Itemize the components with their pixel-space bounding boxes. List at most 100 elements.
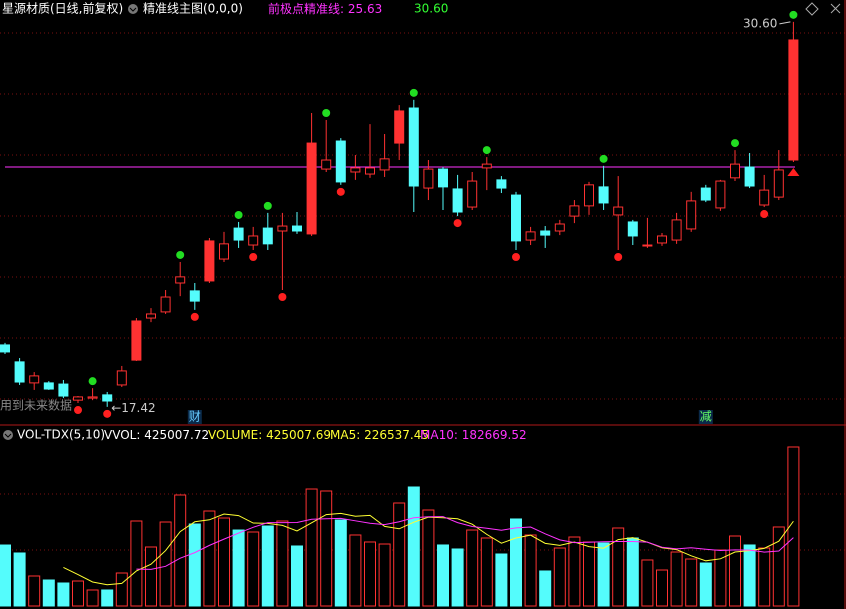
menu-icon-arrow: [4, 433, 12, 438]
volume-bar: [451, 548, 464, 607]
trough-marker: [614, 252, 623, 261]
line-legend: 前极点精准线: 25.63: [268, 1, 382, 16]
last-price: 30.60: [414, 2, 448, 16]
volume-bar: [393, 502, 406, 607]
peak-marker: [176, 250, 185, 259]
volume-legend-item: MA10: 182669.52: [420, 428, 527, 442]
volume-bar: [159, 521, 172, 607]
volume-bar: [743, 544, 756, 607]
candle-body: [627, 221, 638, 237]
candle-body: [584, 184, 594, 207]
legend-value: 425007.72: [144, 428, 209, 442]
candle-body: [321, 159, 332, 170]
candle-body: [525, 231, 536, 241]
window-icon[interactable]: [805, 2, 819, 16]
candle-body: [189, 290, 200, 302]
candle-body: [554, 223, 565, 232]
volume-bar: [57, 582, 70, 607]
candle-body: [686, 200, 697, 230]
event-box: [698, 410, 713, 424]
legend-name: MA5:: [330, 428, 360, 442]
volume-bar: [685, 558, 698, 607]
volume-bar: [86, 589, 99, 607]
volume-bar: [276, 520, 289, 607]
candle-body: [671, 219, 682, 241]
candle-body: [613, 206, 624, 216]
candle-body: [744, 166, 755, 187]
candle-body: [350, 167, 361, 173]
candle-body: [204, 240, 215, 282]
volume-bar: [539, 570, 552, 607]
legend-value: 226537.45: [364, 428, 429, 442]
legend-value: 425007.69: [266, 428, 331, 442]
volume-legend-item: VOLUME: 425007.69: [208, 428, 331, 442]
volume-bar: [364, 541, 376, 607]
trough-marker: [74, 406, 82, 415]
trough-marker: [453, 219, 462, 228]
high-label: 30.60: [743, 16, 777, 30]
legend-name: VVOL:: [104, 428, 140, 442]
volume-legend-item: MA5: 226537.45: [330, 428, 429, 442]
legend-name: VOLUME:: [208, 428, 262, 442]
volume-bar: [218, 517, 230, 607]
trough-marker: [760, 210, 769, 219]
candle-body: [335, 140, 346, 183]
volume-bar: [42, 579, 55, 607]
volume-bar: [320, 490, 333, 607]
volume-bar: [247, 531, 260, 607]
candle-body: [511, 194, 521, 242]
candle-body: [700, 187, 711, 201]
peak-marker: [88, 377, 97, 386]
volume-bar: [480, 537, 493, 607]
grid: [0, 32, 846, 551]
volume-bar: [641, 559, 654, 607]
volume-bar: [334, 519, 347, 607]
volume-bar: [101, 589, 114, 607]
volume-bar: [378, 543, 391, 607]
peak-marker: [599, 154, 608, 163]
candle-body: [131, 320, 142, 361]
candle-body: [292, 225, 302, 232]
volume-bar: [422, 509, 435, 607]
peak-marker: [263, 201, 272, 210]
volume-bar: [130, 520, 143, 607]
volume-bar: [597, 542, 610, 607]
candle-body: [394, 110, 405, 144]
menu-icon[interactable]: [128, 4, 138, 14]
volume-bar: [407, 486, 420, 607]
menu-icon[interactable]: [3, 430, 13, 440]
trough-marker: [103, 409, 112, 418]
event-box: [187, 410, 202, 424]
peak-marker: [731, 139, 739, 148]
event-label: 财: [189, 410, 201, 424]
candle-body: [657, 235, 667, 244]
close-icon[interactable]: [830, 3, 841, 14]
candle-body: [438, 168, 448, 188]
line-label: 前极点精准线:: [268, 1, 344, 16]
volume-bar: [115, 572, 128, 607]
candle-body: [540, 230, 551, 236]
candle-body: [306, 142, 317, 235]
candle-body: [759, 189, 770, 206]
volume-bar: [626, 537, 639, 607]
volume-bar: [437, 544, 449, 607]
low-label: ←17.42: [111, 400, 155, 414]
volume-bar: [28, 575, 41, 607]
header: 星源材质(日线,前复权) 精准线主图(0,0,0) 前极点精准线: 25.63 …: [2, 1, 841, 16]
volume-bar: [261, 525, 274, 607]
peak-marker: [322, 108, 331, 117]
volume-bar: [305, 488, 318, 607]
candle-body: [14, 361, 25, 383]
trough-marker: [249, 252, 258, 261]
candle-body: [365, 167, 375, 175]
volume-bar: [510, 518, 522, 607]
legend-name: MA10:: [420, 428, 458, 442]
candle-body: [715, 180, 726, 209]
trough-marker: [278, 293, 287, 302]
volume-bar: [174, 494, 187, 607]
chart-title: 星源材质(日线,前复权): [2, 1, 123, 16]
candle-body: [116, 370, 127, 386]
peak-marker: [482, 146, 491, 155]
